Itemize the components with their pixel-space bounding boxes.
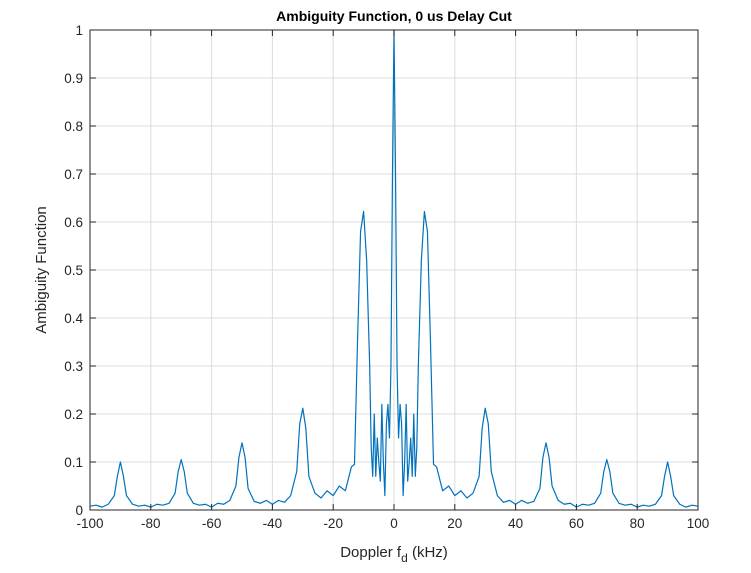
x-tick-label: 0 — [390, 516, 398, 531]
x-tick-label: 100 — [687, 516, 710, 531]
x-tick-label: 80 — [630, 516, 645, 531]
y-tick-label: 1 — [75, 23, 83, 38]
x-tick-label: 20 — [447, 516, 462, 531]
y-tick-label: 0.2 — [64, 407, 83, 422]
y-tick-label: 0.1 — [64, 455, 83, 470]
y-tick-label: 0.8 — [64, 119, 83, 134]
x-axis-label-main: Doppler f — [340, 544, 402, 561]
y-tick-label: 0.4 — [64, 311, 83, 326]
x-tick-label: 40 — [508, 516, 523, 531]
y-tick-label: 0.9 — [64, 71, 83, 86]
y-tick-labels: 0 0.1 0.2 0.3 0.4 0.5 0.6 0.7 0.8 0.9 1 — [64, 23, 83, 518]
x-axis-label: Doppler fd (kHz) — [340, 544, 448, 565]
x-tick-label: -40 — [263, 516, 283, 531]
tick-marks — [89, 29, 699, 511]
x-tick-label: -60 — [202, 516, 222, 531]
x-tick-label: -100 — [76, 516, 103, 531]
y-tick-label: 0.7 — [64, 167, 83, 182]
y-tick-label: 0 — [75, 503, 83, 518]
x-axis-label-suffix: (kHz) — [408, 544, 448, 561]
y-tick-label: 0.6 — [64, 215, 83, 230]
x-tick-labels: -100 -80 -60 -40 -20 0 20 40 60 80 100 — [76, 516, 709, 531]
x-tick-label: -80 — [141, 516, 161, 531]
x-tick-label: -20 — [323, 516, 343, 531]
chart-title: Ambiguity Function, 0 us Delay Cut — [276, 8, 512, 24]
x-tick-label: 60 — [569, 516, 584, 531]
y-tick-label: 0.3 — [64, 359, 83, 374]
y-axis-label: Ambiguity Function — [33, 206, 50, 334]
x-axis-label-subscript: d — [401, 551, 408, 565]
y-tick-label: 0.5 — [64, 263, 83, 278]
